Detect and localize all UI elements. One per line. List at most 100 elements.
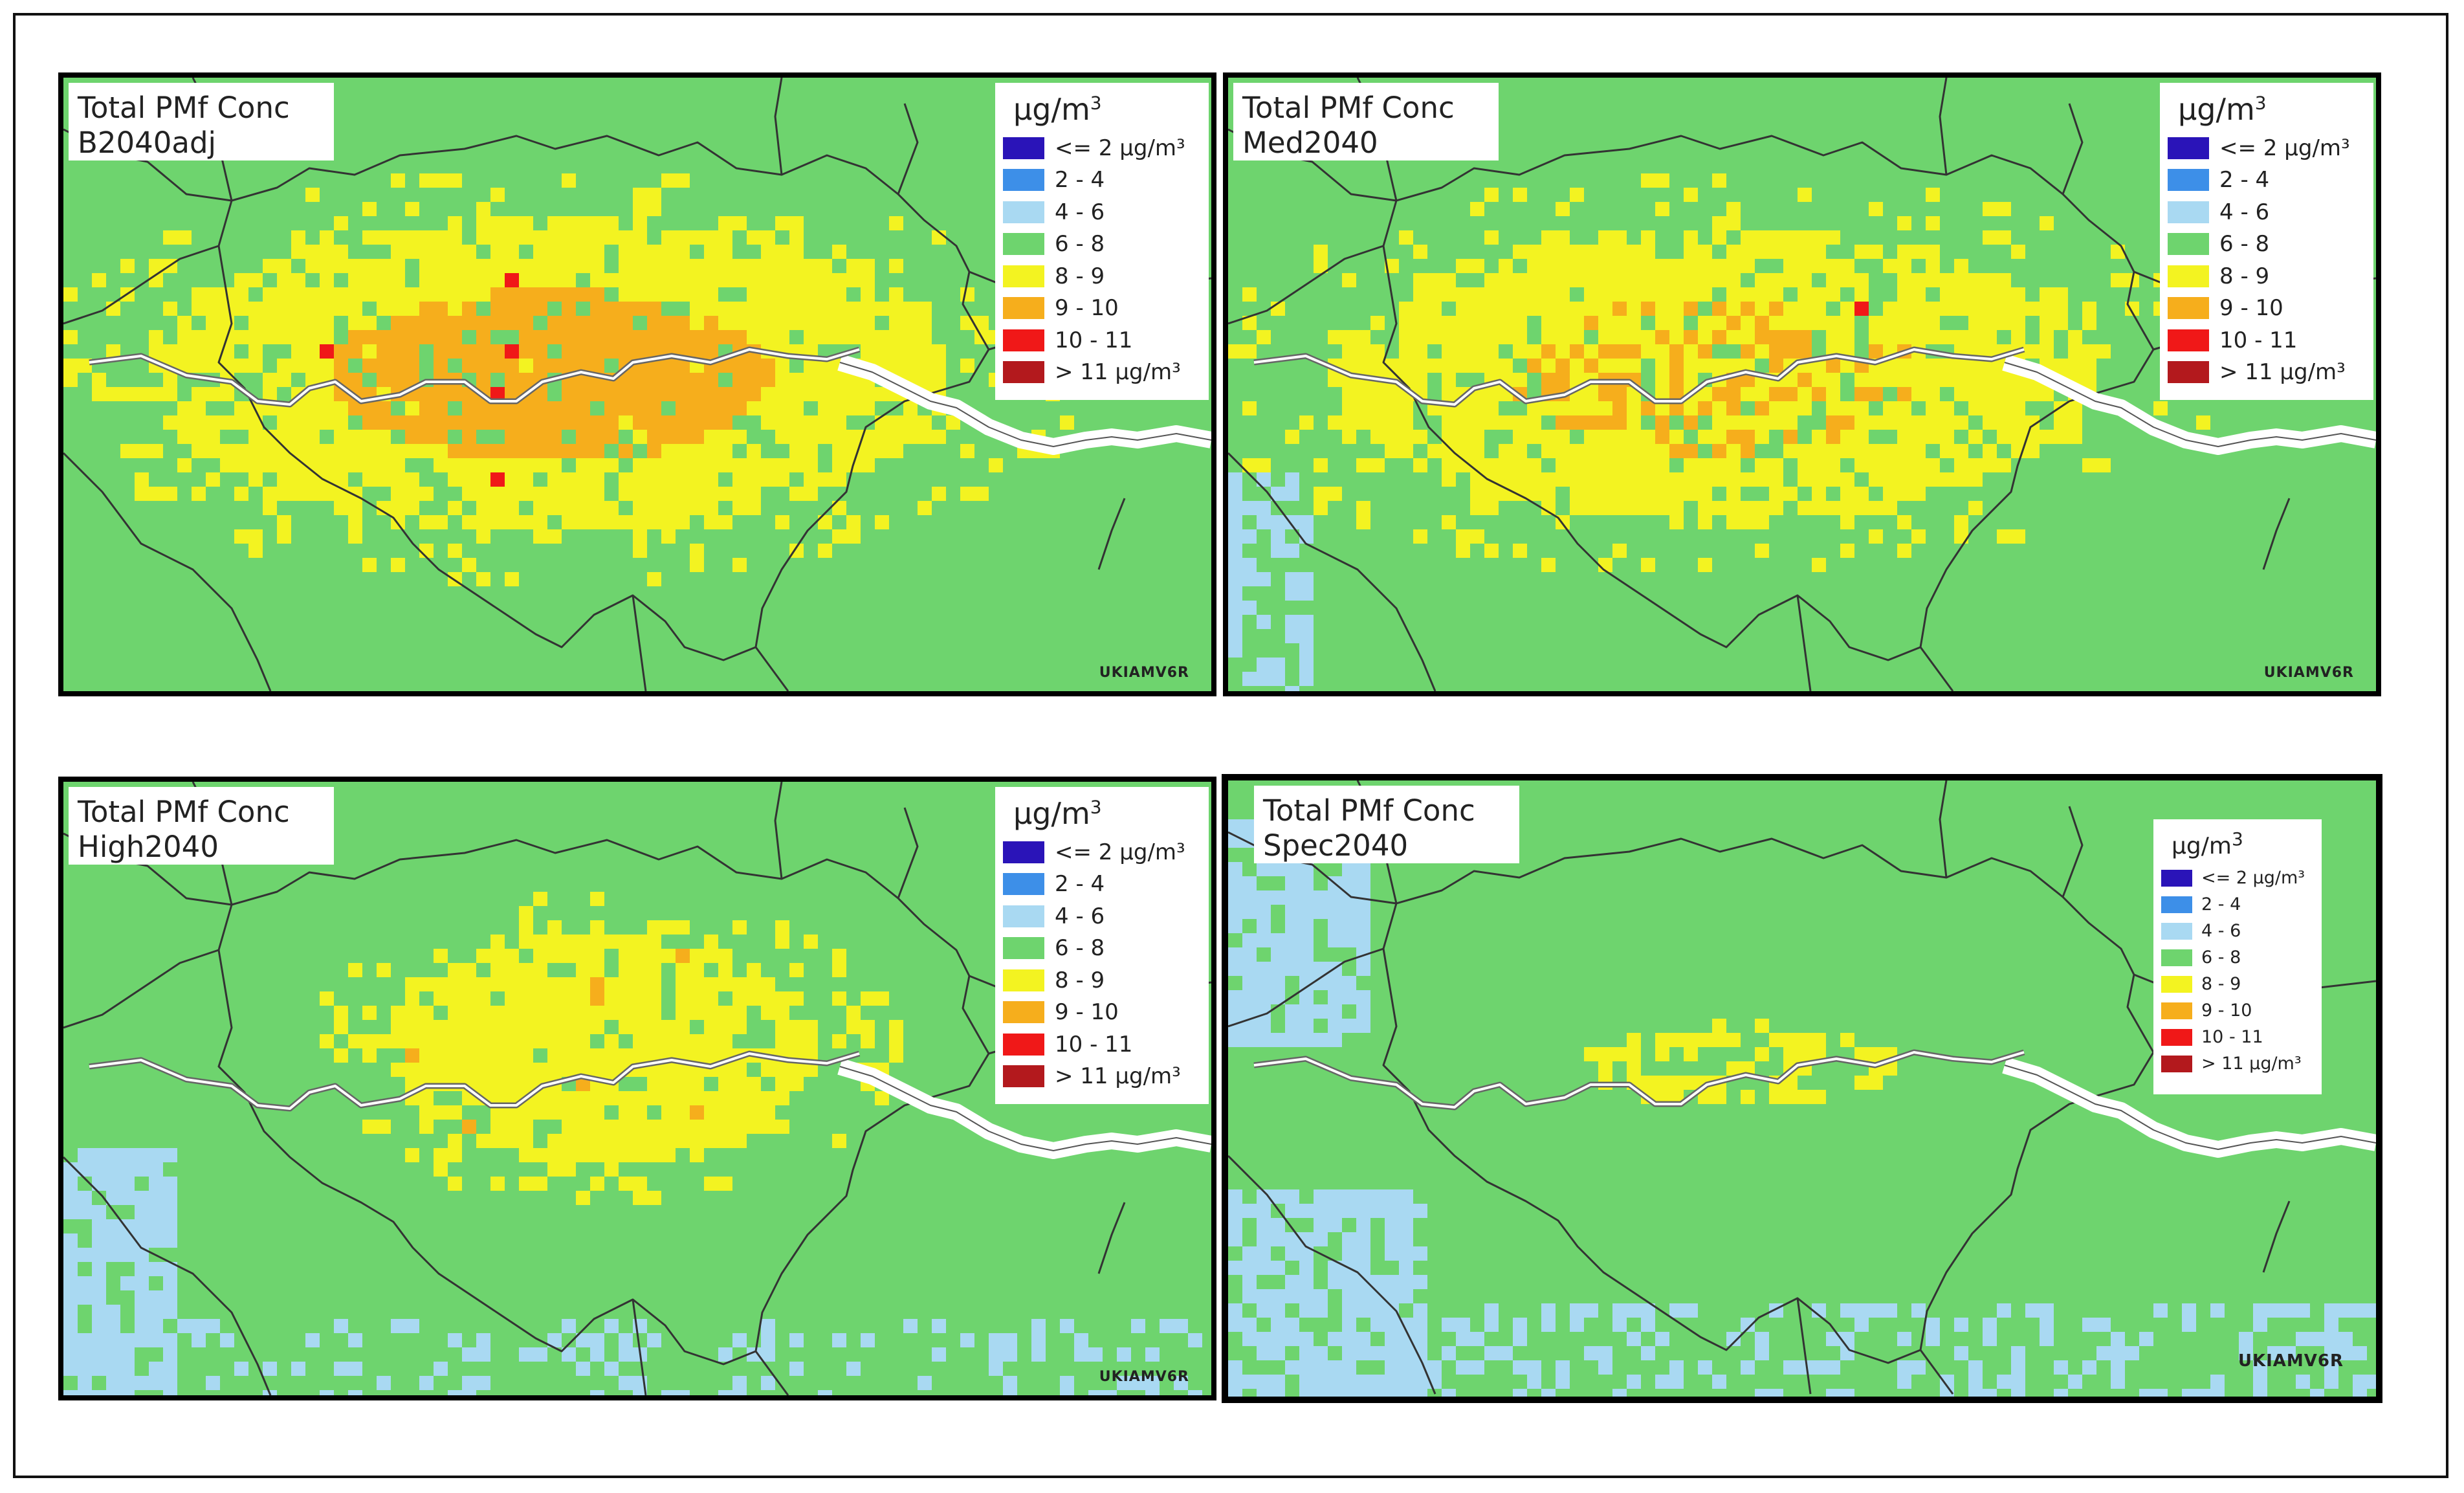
concentration-cell [1669, 387, 1684, 401]
concentration-cell [1242, 501, 1257, 515]
concentration-cell [1257, 458, 1271, 472]
concentration-cell [1627, 1332, 1641, 1346]
concentration-cell [1627, 359, 1641, 373]
concentration-cell [348, 259, 362, 273]
concentration-cell [476, 1333, 490, 1347]
concentration-cell [1385, 1303, 1399, 1318]
concentration-cell [1228, 643, 1242, 658]
concentration-cell [718, 515, 732, 529]
concentration-cell [1854, 387, 1869, 401]
concentration-cell [1968, 287, 1983, 302]
concentration-cell [1655, 330, 1669, 344]
concentration-cell [704, 273, 718, 287]
concentration-cell [1527, 430, 1541, 444]
concentration-cell [1413, 245, 1427, 259]
concentration-cell [1385, 1204, 1399, 1218]
concentration-cell [320, 487, 334, 501]
concentration-cell [263, 458, 277, 472]
concentration-cell [1712, 273, 1726, 287]
concentration-cell [604, 230, 619, 245]
concentration-cell [135, 1305, 149, 1319]
concentration-cell [1031, 1347, 1046, 1362]
concentration-cell [1698, 287, 1712, 302]
concentration-cell [974, 316, 989, 330]
concentration-cell [1769, 273, 1783, 287]
concentration-cell [647, 472, 661, 487]
concentration-cell [377, 330, 391, 344]
concentration-cell [1556, 1375, 1570, 1389]
concentration-cell [818, 544, 832, 558]
concentration-cell [960, 487, 974, 501]
concentration-cell [1228, 1204, 1242, 1218]
concentration-cell [718, 1034, 732, 1048]
concentration-cell [1570, 259, 1584, 273]
concentration-cell [619, 387, 633, 401]
concentration-cell [1612, 544, 1627, 558]
concentration-cell [590, 1134, 604, 1148]
concentration-cell [633, 977, 647, 991]
concentration-cell [547, 1063, 562, 1077]
concentration-cell [1698, 330, 1712, 344]
concentration-cell [1131, 1319, 1145, 1333]
concentration-cell [2040, 1332, 2054, 1346]
concentration-cell [434, 977, 448, 991]
concentration-cell [291, 359, 305, 373]
concentration-cell [1741, 259, 1755, 273]
concentration-cell [1584, 302, 1598, 316]
concentration-cell [2096, 1346, 2111, 1360]
thames-estuary-edge [839, 362, 1211, 447]
concentration-cell [1669, 359, 1684, 373]
concentration-cell [1712, 415, 1726, 430]
legend-label: 2 - 4 [2201, 894, 2241, 914]
concentration-cell [1513, 430, 1527, 444]
legend-swatch [1003, 233, 1044, 256]
concentration-cell [761, 1333, 775, 1347]
concentration-cell [789, 230, 804, 245]
concentration-cell [405, 991, 419, 1006]
concentration-cell [1484, 287, 1499, 302]
concentration-cell [562, 216, 576, 230]
concentration-cell [1783, 387, 1798, 401]
concentration-cell [1257, 862, 1271, 876]
concentration-cell [1499, 444, 1513, 458]
concentration-cell [476, 273, 490, 287]
concentration-cell [690, 1091, 704, 1105]
concentration-cell [1968, 273, 1983, 287]
concentration-cell [1117, 1347, 1131, 1362]
legend-label: 6 - 8 [1055, 231, 1105, 258]
concentration-cell [761, 415, 775, 430]
concentration-cell [1840, 273, 1854, 287]
concentration-cell [362, 202, 377, 216]
concentration-cell [1442, 1318, 1456, 1332]
legend-item: 9 - 10 [1003, 997, 1201, 1029]
concentration-cell [1983, 344, 1997, 359]
concentration-cell [832, 401, 846, 415]
legend-label: 6 - 8 [2201, 947, 2241, 968]
concentration-cell [1541, 1389, 1556, 1397]
concentration-cell [1370, 1289, 1385, 1303]
concentration-cell [604, 1091, 619, 1105]
concentration-cell [1627, 487, 1641, 501]
concentration-cell [1356, 905, 1370, 919]
legend-swatch [2161, 1002, 2192, 1019]
concentration-cell [903, 1319, 918, 1333]
concentration-cell [704, 259, 718, 273]
concentration-cell [1798, 344, 1812, 359]
concentration-cell [1342, 430, 1356, 444]
legend-title: µg/m3 [1013, 92, 1201, 127]
legend-item: 9 - 10 [1003, 293, 1201, 325]
concentration-cell [818, 373, 832, 387]
concentration-cell [2125, 1346, 2139, 1360]
concentration-cell [690, 558, 704, 572]
concentration-cell [348, 1333, 362, 1347]
concentration-cell [690, 1077, 704, 1091]
concentration-cell [434, 387, 448, 401]
concentration-cell [291, 430, 305, 444]
concentration-cell [462, 401, 476, 415]
concentration-cell [562, 415, 576, 430]
concentration-cell [163, 1191, 177, 1205]
concentration-cell [1741, 444, 1755, 458]
concentration-cell [1612, 1047, 1627, 1061]
admin-boundary [63, 949, 219, 1029]
